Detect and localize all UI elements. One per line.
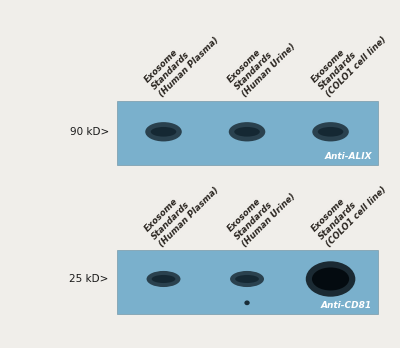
Ellipse shape [312, 122, 349, 141]
Ellipse shape [229, 122, 265, 141]
Ellipse shape [146, 271, 180, 287]
Ellipse shape [312, 268, 349, 291]
Ellipse shape [152, 275, 175, 283]
Text: Exosome
Standards
(Human Urine): Exosome Standards (Human Urine) [226, 176, 298, 248]
Text: Anti-CD81: Anti-CD81 [321, 301, 372, 310]
Ellipse shape [234, 127, 260, 137]
Ellipse shape [230, 271, 264, 287]
FancyBboxPatch shape [116, 101, 378, 165]
Circle shape [244, 300, 250, 305]
Ellipse shape [151, 127, 176, 137]
Text: 90 kD>: 90 kD> [70, 127, 109, 137]
Text: Exosome
Standards
(COLO1 cell line): Exosome Standards (COLO1 cell line) [310, 170, 388, 248]
Text: Exosome
Standards
(Human Plasma): Exosome Standards (Human Plasma) [142, 21, 220, 99]
Ellipse shape [318, 127, 343, 137]
Text: Exosome
Standards
(COLO1 cell line): Exosome Standards (COLO1 cell line) [310, 21, 388, 99]
Ellipse shape [235, 275, 259, 283]
Text: Anti-ALIX: Anti-ALIX [324, 152, 372, 161]
Ellipse shape [306, 261, 355, 297]
Text: Exosome
Standards
(Human Urine): Exosome Standards (Human Urine) [226, 27, 298, 99]
FancyBboxPatch shape [116, 250, 378, 314]
Text: Exosome
Standards
(Human Plasma): Exosome Standards (Human Plasma) [142, 170, 220, 248]
Ellipse shape [145, 122, 182, 141]
Text: 25 kD>: 25 kD> [70, 274, 109, 284]
